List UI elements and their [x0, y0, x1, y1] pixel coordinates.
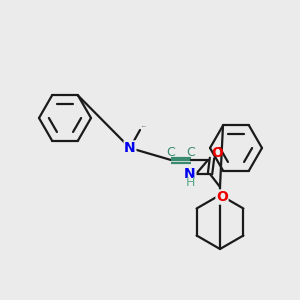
- Text: H: H: [185, 176, 195, 190]
- Text: O: O: [211, 146, 223, 160]
- Text: methyl: methyl: [142, 126, 147, 127]
- Text: N: N: [124, 141, 136, 155]
- Text: C: C: [167, 146, 176, 158]
- Text: O: O: [216, 190, 228, 204]
- Text: C: C: [187, 146, 195, 158]
- Text: N: N: [184, 167, 196, 181]
